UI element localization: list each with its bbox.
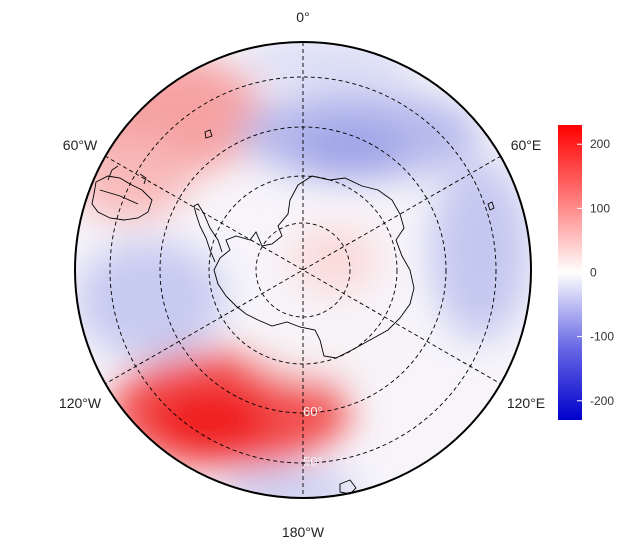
positive-anomaly-pacific-core — [150, 386, 270, 454]
colorbar-tick-label: 100 — [590, 201, 610, 215]
lat-label-60: 60° — [303, 404, 323, 419]
map-boundary — [74, 41, 532, 499]
south-america-detail-3 — [139, 173, 147, 185]
meridian-60w-120e — [104, 155, 502, 385]
south-america-tip-coastline — [91, 175, 153, 221]
negative-anomaly-amundsen — [75, 240, 225, 360]
small-island-1 — [339, 479, 357, 495]
small-island-3 — [487, 201, 495, 211]
meridian-60e-120w — [104, 155, 502, 385]
lon-label-bottom: 180°W — [282, 524, 325, 540]
colorbar-ticks: 200 100 0 -100 -200 — [577, 137, 614, 408]
south-america-detail-1 — [99, 189, 139, 205]
lat-label-50: 50° — [303, 454, 323, 469]
colorbar-tick-label: -200 — [590, 394, 614, 408]
antarctic-peninsula-coastline — [193, 203, 223, 263]
south-america-detail-2 — [107, 165, 119, 181]
colorbar-tick-label: 0 — [590, 266, 597, 280]
lon-label-upper-left: 60°W — [63, 137, 98, 153]
neutral-zone-ross — [250, 320, 410, 380]
coastlines — [91, 129, 495, 495]
antarctica-coastline — [213, 175, 415, 359]
anomaly-field — [75, 42, 531, 498]
graticule — [104, 42, 502, 498]
lon-label-lower-right: 120°E — [507, 395, 545, 411]
negative-anomaly-east-indian — [430, 160, 530, 340]
lon-label-top: 0° — [296, 9, 309, 25]
lon-label-lower-left: 120°W — [59, 395, 102, 411]
small-island-2 — [204, 129, 213, 139]
colorbar: 200 100 0 -100 -200 — [558, 125, 614, 420]
colorbar-tick-label: -100 — [590, 330, 614, 344]
positive-anomaly-east-antarctica — [290, 225, 380, 295]
colorbar-tick-label: 200 — [590, 137, 610, 151]
negative-anomaly-bottom-rim — [220, 470, 360, 498]
negative-anomaly-indian-core — [295, 124, 405, 176]
lon-label-upper-right: 60°E — [511, 137, 542, 153]
